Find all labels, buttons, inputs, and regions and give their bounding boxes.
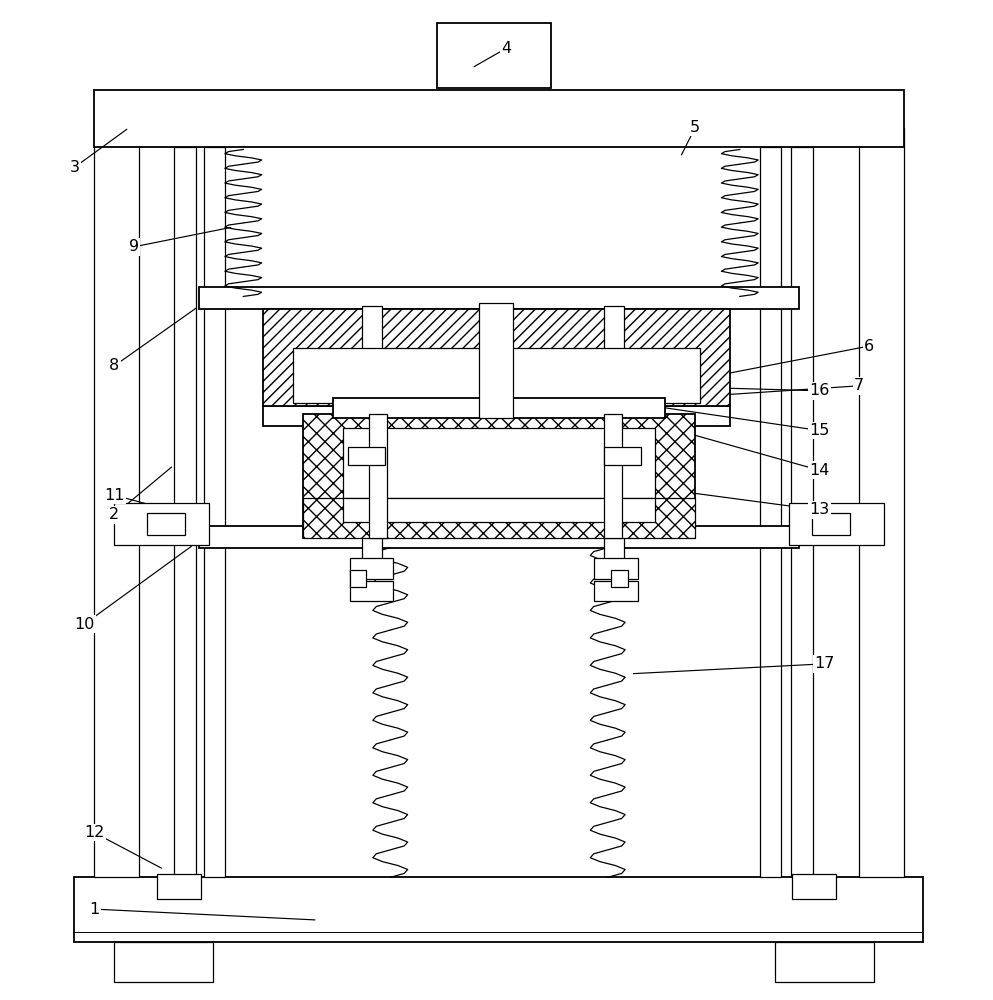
Text: 3: 3	[70, 160, 79, 175]
Bar	[789, 503, 884, 545]
Bar	[157, 874, 201, 899]
Text: 8: 8	[109, 358, 119, 373]
Bar	[594, 558, 638, 579]
Bar	[94, 128, 139, 877]
Text: 11: 11	[104, 488, 124, 503]
Bar	[114, 942, 213, 982]
Bar	[437, 23, 551, 88]
Bar	[350, 558, 393, 579]
Bar	[333, 398, 665, 418]
Bar	[791, 147, 813, 877]
Text: 17: 17	[814, 656, 834, 671]
Bar	[604, 447, 641, 465]
Bar	[369, 414, 387, 538]
Bar	[303, 498, 695, 538]
Bar	[469, 309, 523, 406]
Bar	[204, 147, 225, 877]
Text: 1: 1	[89, 902, 99, 917]
Bar	[611, 570, 628, 587]
Bar	[604, 414, 622, 538]
Bar	[74, 877, 923, 942]
Bar	[792, 874, 836, 899]
Text: 15: 15	[809, 423, 829, 438]
Text: 9: 9	[129, 239, 139, 254]
Bar	[859, 128, 904, 877]
Text: 10: 10	[74, 617, 94, 632]
Bar	[114, 503, 209, 545]
Bar	[174, 147, 196, 877]
Bar	[775, 942, 874, 982]
Bar	[760, 147, 781, 877]
Text: 6: 6	[864, 339, 874, 354]
Bar	[350, 570, 366, 587]
Bar	[343, 428, 655, 522]
Bar	[199, 287, 799, 309]
Bar	[263, 309, 730, 406]
Bar	[604, 306, 624, 560]
Text: 2: 2	[109, 507, 119, 522]
Bar	[348, 447, 385, 465]
Bar	[343, 498, 655, 522]
Text: 4: 4	[501, 41, 511, 56]
Bar	[147, 513, 185, 535]
Bar	[199, 526, 799, 548]
Bar	[812, 513, 850, 535]
Bar	[293, 348, 700, 403]
Text: 13: 13	[809, 502, 829, 517]
Bar	[94, 90, 904, 147]
Bar	[303, 414, 695, 538]
Text: 12: 12	[84, 825, 104, 840]
Text: 16: 16	[809, 383, 829, 398]
Text: 7: 7	[854, 378, 864, 393]
Text: 14: 14	[809, 463, 829, 478]
Bar	[479, 303, 513, 418]
Bar	[362, 306, 382, 560]
Text: 5: 5	[690, 120, 700, 135]
Bar	[594, 581, 638, 601]
Bar	[350, 581, 393, 601]
Bar	[263, 406, 730, 426]
